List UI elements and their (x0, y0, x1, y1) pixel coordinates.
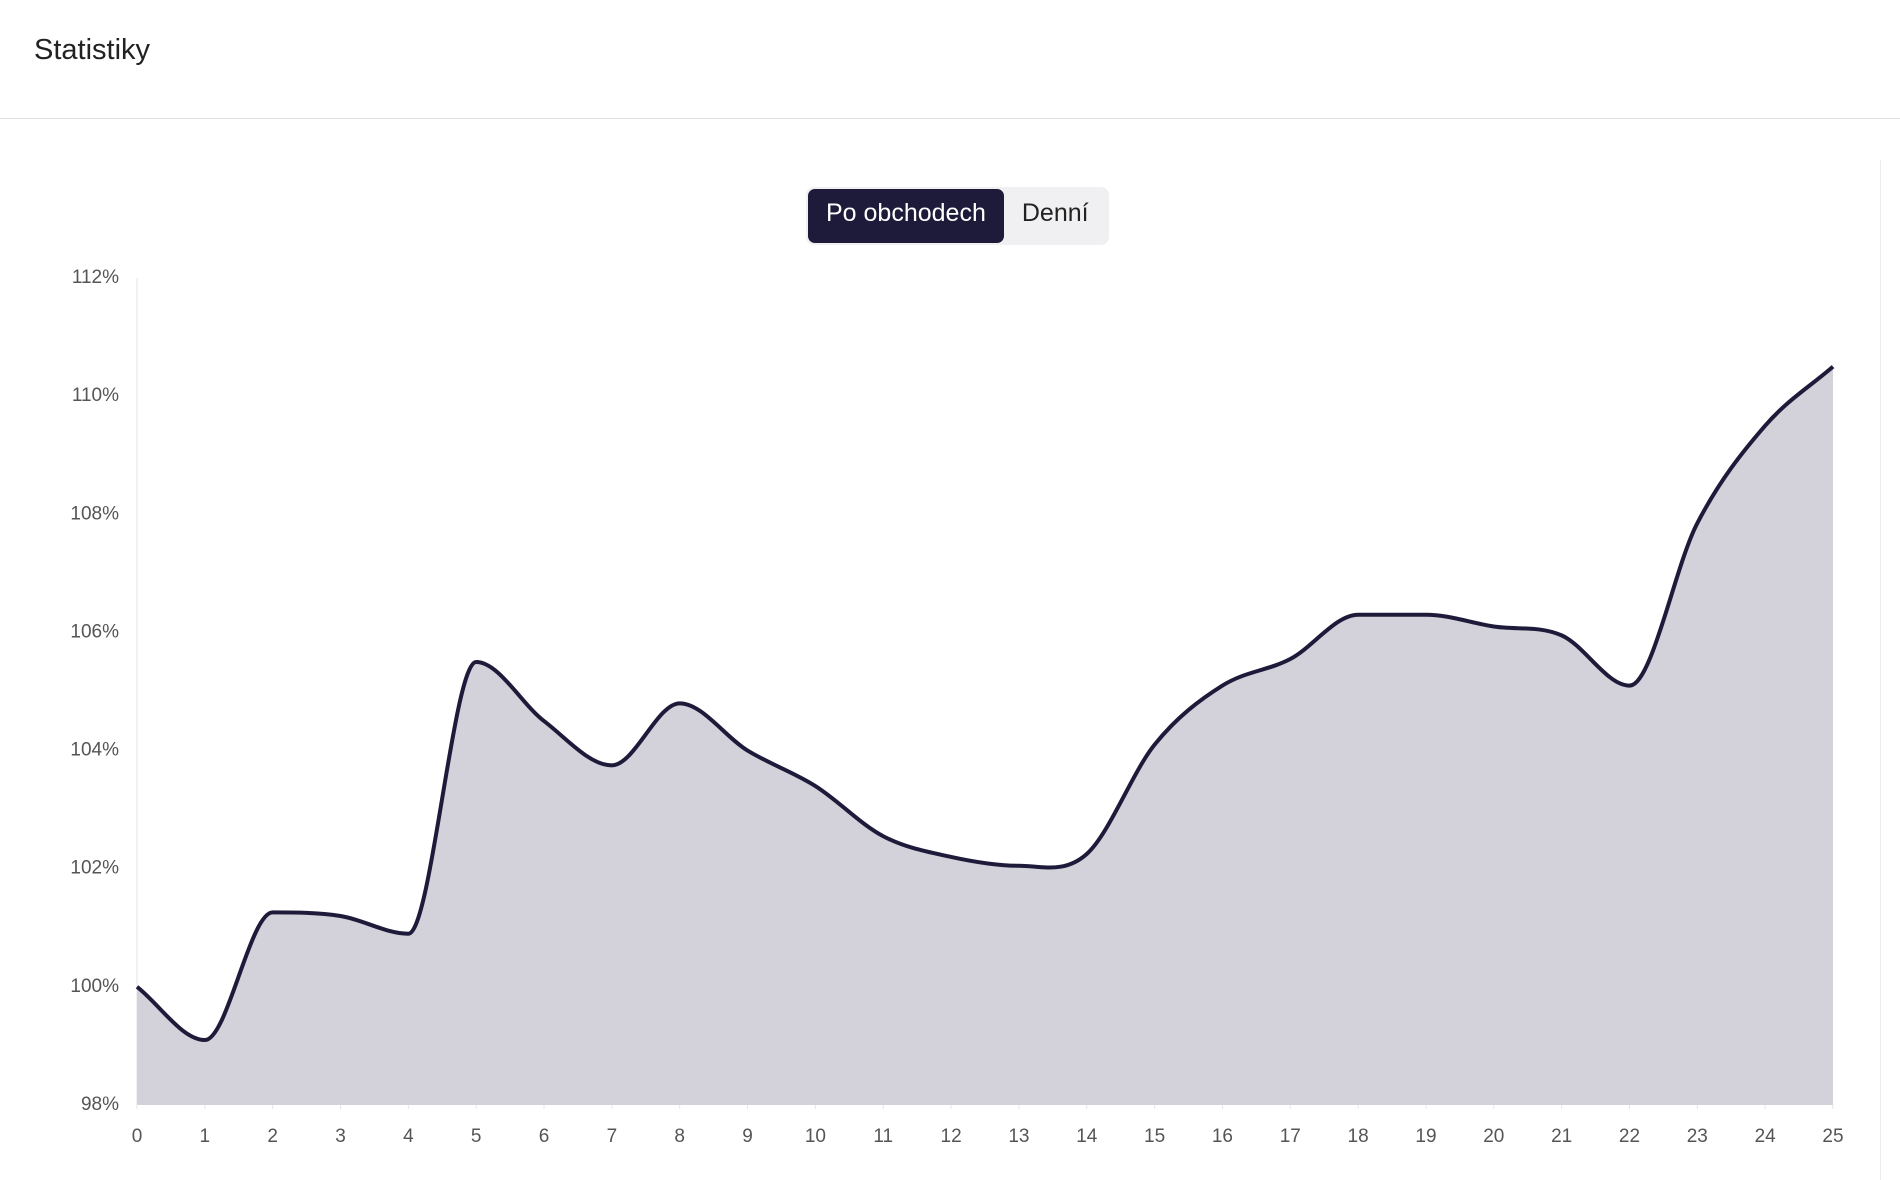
x-tick-label: 0 (132, 1126, 143, 1147)
x-tick-label: 13 (1008, 1126, 1029, 1147)
x-tick-label: 20 (1483, 1126, 1504, 1147)
x-tick-label: 8 (674, 1126, 685, 1147)
y-tick-label: 100% (70, 976, 119, 997)
x-tick-label: 18 (1348, 1126, 1369, 1147)
view-toggle: Po obchodech Denní (806, 187, 1109, 245)
x-tick-label: 2 (267, 1126, 278, 1147)
x-tick-label: 5 (471, 1126, 482, 1147)
toggle-tab[interactable]: Po obchodech (808, 189, 1004, 243)
x-tick-label: 7 (607, 1126, 618, 1147)
x-tick-label: 16 (1212, 1126, 1233, 1147)
x-tick-label: 1 (200, 1126, 211, 1147)
y-tick-label: 98% (81, 1094, 119, 1115)
x-tick-label: 25 (1822, 1126, 1843, 1147)
page-title: Statistiky (34, 34, 151, 66)
y-tick-label: 112% (72, 267, 119, 288)
x-tick-label: 17 (1280, 1126, 1301, 1147)
x-tick-label: 4 (403, 1126, 414, 1147)
y-tick-label: 110% (72, 385, 119, 406)
y-tick-label: 104% (70, 740, 119, 761)
x-tick-label: 23 (1687, 1126, 1708, 1147)
x-tick-label: 9 (742, 1126, 753, 1147)
x-tick-label: 19 (1415, 1126, 1436, 1147)
area-fill (137, 366, 1833, 1105)
x-tick-label: 12 (941, 1126, 962, 1147)
y-tick-label: 106% (70, 621, 119, 642)
x-tick-label: 21 (1551, 1126, 1572, 1147)
y-tick-label: 102% (70, 858, 119, 879)
x-tick-label: 11 (873, 1126, 893, 1147)
x-tick-label: 6 (539, 1126, 550, 1147)
toggle-tab[interactable]: Denní (1021, 199, 1089, 227)
x-tick-label: 22 (1619, 1126, 1640, 1147)
x-tick-label: 3 (335, 1126, 346, 1147)
panel-border (1880, 160, 1881, 1180)
header-divider (0, 118, 1900, 119)
x-tick-label: 14 (1076, 1126, 1098, 1147)
line (135, 365, 1835, 1043)
x-tick-label: 15 (1144, 1126, 1165, 1147)
x-tick-label: 10 (805, 1126, 826, 1147)
y-tick-label: 108% (70, 503, 119, 524)
x-tick-label: 24 (1755, 1126, 1777, 1147)
